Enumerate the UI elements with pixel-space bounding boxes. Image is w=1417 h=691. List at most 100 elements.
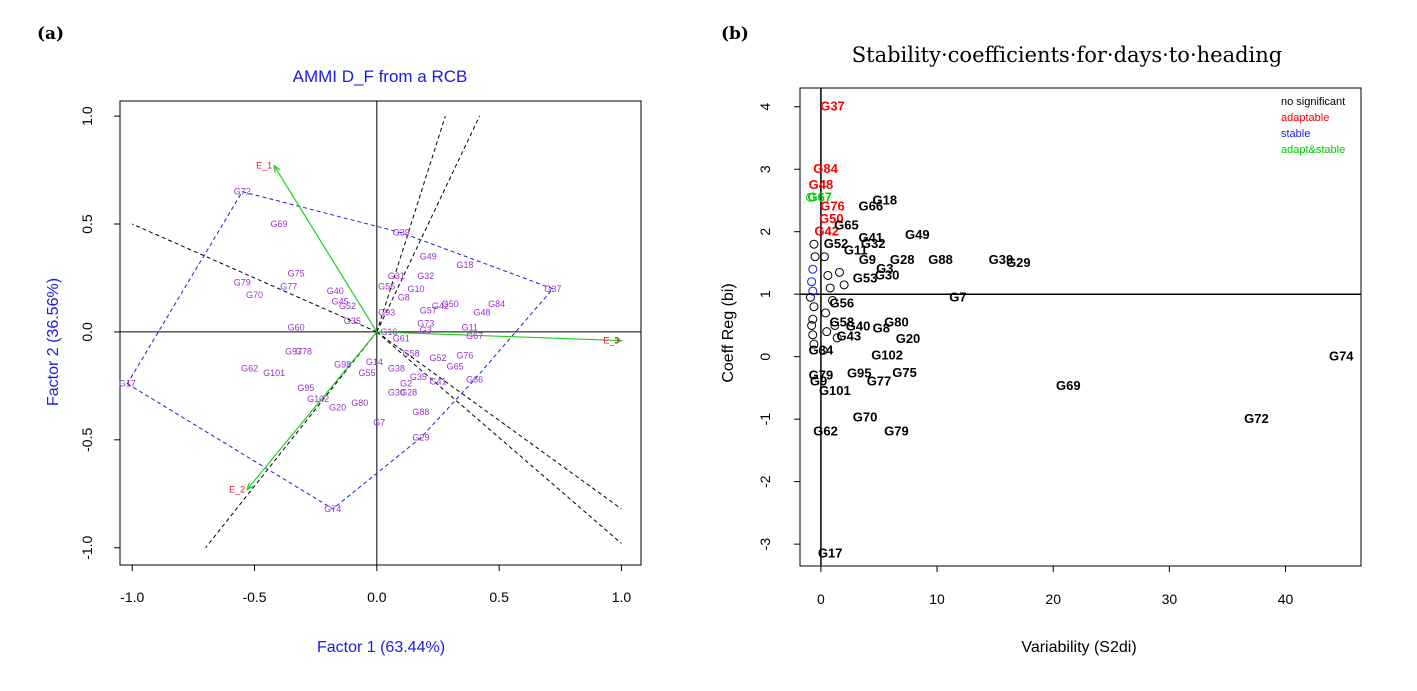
ammi-genotype-label: G50: [442, 299, 459, 309]
ammi-environment-label: E_2: [229, 484, 245, 494]
ammi-genotype-label: G40: [327, 286, 344, 296]
stability-point-label: G70: [853, 409, 878, 424]
stability-point-label: G67: [807, 189, 832, 204]
ammi-genotype-label: G17: [119, 379, 136, 389]
ammi-genotype-label: G28: [400, 387, 417, 397]
stability-point-label: G9: [810, 374, 827, 389]
ammi-genotype-label: G88: [412, 407, 429, 417]
ammi-genotype-label: G55: [359, 368, 376, 378]
ammi-genotype-label: G38: [388, 364, 405, 374]
stability-point-label: G101: [819, 383, 851, 398]
stability-x-tick-label: 0: [817, 591, 825, 607]
stability-x-tick-label: 30: [1162, 591, 1178, 607]
ammi-genotype-label: G69: [270, 219, 287, 229]
ammi-genotype-label: G84: [488, 299, 505, 309]
stability-point-label: G49: [905, 227, 930, 242]
stability-point-label: G80: [884, 314, 909, 329]
ammi-genotype-label: G16: [381, 327, 398, 337]
ammi-genotype-label: G35: [344, 316, 361, 326]
stability-point-marker: [809, 302, 819, 312]
stability-point-label: G48: [809, 177, 834, 192]
stability-point-label: G20: [896, 331, 921, 346]
ammi-genotype-label: G80: [351, 398, 368, 408]
stability-point-label: G17: [818, 546, 843, 561]
ammi-environment-label: E_3: [603, 336, 619, 346]
stability-point-marker: [808, 314, 818, 324]
ammi-genotype-label: G101: [263, 368, 285, 378]
ammi-environment-vector: [273, 165, 378, 333]
stability-y-ticks: -3 -2 -1 0 1 2 3 4: [757, 103, 800, 551]
stability-y-tick-label: 1: [757, 290, 773, 298]
stability-point-label: G32: [861, 236, 886, 251]
ammi-genotype-label: G42: [432, 301, 449, 311]
stability-point-label: G84: [813, 161, 838, 176]
ammi-genotype-label: G65: [447, 361, 464, 371]
stability-point-label: G41: [859, 230, 884, 245]
stability-point-marker: [805, 292, 815, 302]
stability-point-label: G28: [890, 252, 915, 267]
ammi-y-axis-label: Factor 2 (36.56%): [45, 278, 62, 406]
ammi-genotype-label: G79: [234, 277, 251, 287]
ammi-genotype-label: G32: [417, 271, 434, 281]
stability-point-label: G66: [859, 199, 884, 214]
ammi-y-tick-label: 0.0: [79, 322, 95, 342]
ammi-genotype-label: G57: [420, 305, 437, 315]
stability-y-axis-label: Coeff Reg (bi): [720, 283, 737, 382]
ammi-vector-arrowhead: [273, 164, 281, 173]
stability-point-label: G53: [853, 271, 878, 286]
ammi-genotype-label: G49: [420, 251, 437, 261]
stability-y-tick-label: 4: [757, 103, 773, 111]
ammi-genotype-label: G72: [234, 187, 251, 197]
ammi-genotype-label: G70: [246, 290, 263, 300]
ammi-plot-frame: [119, 100, 642, 566]
ammi-genotype-label: G29: [412, 433, 429, 443]
stability-point-label: G72: [1244, 411, 1269, 426]
stability-point-marker: [818, 345, 828, 355]
stability-title: Stability·coefficients·for·days·to·headi…: [852, 43, 1282, 67]
stability-y-tick-label: 3: [757, 165, 773, 173]
ammi-genotype-label: G62: [241, 364, 258, 374]
stability-point-marker: [805, 192, 815, 202]
stability-x-tick-label: 40: [1278, 591, 1294, 607]
ammi-genotype-label: G48: [474, 307, 491, 317]
ammi-environment-vector: [376, 331, 622, 342]
ammi-x-tick-label: -1.0: [120, 589, 144, 605]
ammi-genotype-label: G102: [307, 394, 329, 404]
stability-point-label: G40: [846, 319, 871, 334]
stability-x-tick-label: 20: [1045, 591, 1061, 607]
stability-point-label: G11: [844, 242, 868, 257]
stability-legend-entry: adapt&stable: [1281, 144, 1345, 156]
ammi-genotype-label: G67: [466, 331, 483, 341]
ammi-genotype-label: G95: [297, 383, 314, 393]
ammi-y-tick-label: -0.5: [79, 428, 95, 452]
ammi-genotype-label: G35: [410, 372, 427, 382]
ammi-genotype-label: G93: [378, 307, 395, 317]
ammi-genotype-label: G14: [366, 357, 383, 367]
stability-point-label: G95: [847, 366, 872, 381]
stability-point-label: G37: [820, 99, 845, 114]
ammi-genotype-label: G74: [324, 504, 341, 514]
ammi-genotype-hull: [126, 191, 554, 510]
ammi-y-ticks: -1.0 -0.5 0.0 0.5 1.0: [79, 106, 120, 560]
ammi-genotype-label: G8: [398, 292, 410, 302]
ammi-sector-ray: [376, 115, 481, 333]
stability-y-tick-label: -3: [757, 538, 773, 551]
ammi-x-tick-label: 0.5: [489, 589, 509, 605]
stability-x-axis-label: Variability (S2di): [1021, 639, 1136, 656]
stability-point-label: G9: [859, 252, 876, 267]
stability-legend-entry: no significant: [1281, 96, 1345, 108]
stability-y-tick-label: -1: [757, 413, 773, 426]
ammi-vector-arrowhead: [246, 482, 254, 491]
ammi-genotype-label: G37: [544, 284, 561, 294]
stability-point-marker: [822, 327, 832, 337]
stability-legend-entry: stable: [1281, 128, 1310, 140]
ammi-y-tick-label: 0.5: [79, 214, 95, 234]
ammi-x-tick-label: 0.0: [367, 589, 387, 605]
stability-point-marker: [809, 239, 819, 249]
stability-point-label: G74: [1329, 349, 1354, 364]
ammi-genotype-label: G75: [288, 269, 305, 279]
ammi-genotype-label: G52: [339, 301, 356, 311]
ammi-genotype-label: G52: [429, 353, 446, 363]
stability-point-marker: [823, 270, 833, 280]
